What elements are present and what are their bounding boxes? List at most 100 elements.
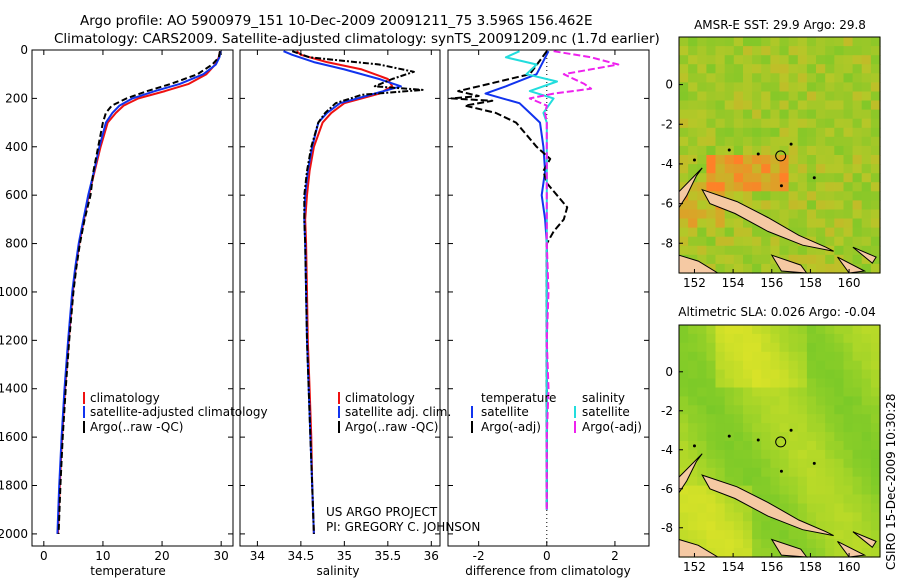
map-cell (733, 458, 744, 469)
map-cell (743, 100, 753, 111)
map-cell (816, 145, 826, 156)
map-cell (770, 173, 781, 183)
map-cell (834, 173, 844, 183)
map-cell (861, 127, 872, 138)
map-cell (697, 530, 707, 540)
map-cell (715, 396, 726, 406)
map-cell (852, 155, 863, 165)
map-cell (761, 254, 771, 265)
map-cell (733, 441, 744, 451)
map-cell (770, 236, 781, 247)
map-cell (797, 227, 808, 238)
map-cell (752, 458, 762, 469)
diff-legend-3: satellite (582, 405, 630, 419)
map-cell (779, 173, 790, 183)
map-cell (870, 218, 881, 229)
map-cell (779, 414, 790, 424)
map-cell (761, 325, 771, 335)
y-tick-label: 200 (5, 91, 28, 105)
map-cell (806, 127, 817, 138)
map-cell (715, 441, 726, 451)
y-tick-label: 1600 (0, 430, 28, 444)
map-cell (761, 118, 771, 129)
map-cell (870, 467, 881, 478)
map-cell (688, 155, 698, 165)
map-cell (788, 191, 799, 201)
map-cell (870, 136, 881, 147)
map-cell (797, 414, 808, 424)
map-cell (861, 441, 872, 451)
map-cell (852, 173, 863, 183)
map-cell (861, 64, 872, 74)
map-cell (825, 494, 835, 504)
map-cell (806, 325, 817, 335)
map-cell (834, 521, 844, 531)
map-cell (870, 449, 881, 460)
map-cell (870, 369, 881, 380)
map-cell (806, 245, 817, 256)
map-cell (752, 182, 762, 192)
map-cell (770, 530, 781, 540)
map-cell (779, 200, 790, 211)
map-cell (743, 432, 753, 442)
map-cell (770, 485, 781, 496)
map-cell (715, 136, 726, 147)
map-cell (706, 539, 717, 549)
map-cell (724, 369, 735, 380)
map-cell (715, 37, 726, 47)
map-cell (779, 73, 790, 83)
map-cell (688, 145, 698, 156)
map-cell (852, 351, 863, 362)
map-cell (761, 136, 771, 147)
map-cell (724, 360, 735, 371)
map-cell (870, 109, 881, 120)
map-cell (752, 360, 762, 371)
map-cell (870, 441, 881, 451)
map-cell (679, 245, 689, 256)
map-cell (843, 369, 854, 380)
map-cell (843, 55, 854, 65)
map-cell (852, 476, 863, 487)
map-cell (797, 432, 808, 442)
temp-legend-3: Argo(..raw -QC) (90, 420, 183, 434)
map-cell (761, 73, 771, 83)
map-cell (679, 37, 689, 47)
map-cell (788, 441, 799, 451)
map-cell (715, 182, 726, 192)
map-cell (779, 164, 790, 174)
map-cell (733, 539, 744, 549)
map-cell (752, 236, 762, 247)
map-cell (797, 145, 808, 156)
map-cell (797, 182, 808, 192)
map-cell (825, 218, 835, 229)
land-polygon (701, 474, 834, 537)
map-cell (688, 55, 698, 65)
map-cell (715, 449, 726, 460)
map-cell (788, 467, 799, 478)
map-cell (743, 458, 753, 469)
map-cell (788, 127, 799, 138)
map-cell (825, 369, 835, 380)
map-cell (861, 360, 872, 371)
map-cell (852, 55, 863, 65)
map-cell (688, 360, 698, 371)
map-cell (743, 387, 753, 397)
map-cell (816, 503, 826, 513)
map-cell (706, 351, 717, 362)
map-cell (788, 342, 799, 353)
map-cell (852, 227, 863, 238)
map-cell (870, 64, 881, 74)
map-cell (779, 136, 790, 147)
map-cell (843, 127, 854, 138)
map-cell (706, 342, 717, 353)
map-cell (834, 503, 844, 513)
map-cell (724, 494, 735, 504)
map-cell (779, 325, 790, 335)
map-cell (806, 378, 817, 388)
lat-tick-label: -4 (661, 443, 673, 457)
map-cell (724, 191, 735, 201)
map-cell (779, 494, 790, 504)
map-cell (688, 494, 698, 504)
map-cell (697, 467, 707, 478)
map-cell (724, 539, 735, 549)
